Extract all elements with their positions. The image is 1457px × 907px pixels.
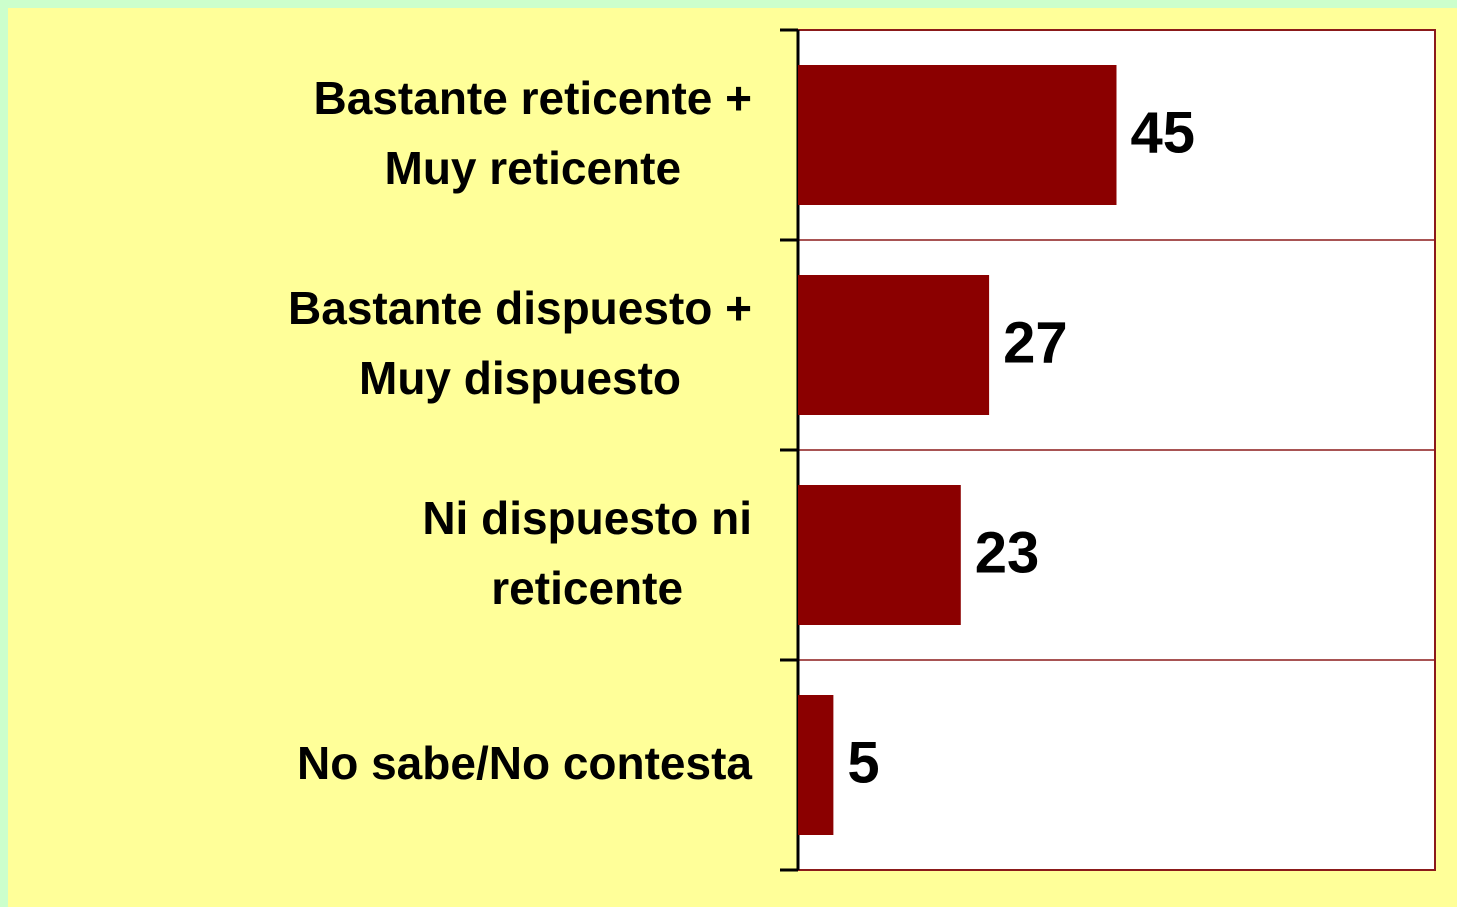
category-label: No sabe/No contesta [297, 737, 752, 789]
bar [798, 65, 1117, 205]
bar [798, 275, 990, 415]
value-label: 27 [1003, 310, 1068, 375]
value-label: 23 [975, 520, 1040, 585]
bar [798, 695, 834, 835]
category-label: Ni dispuesto ni reticente [422, 492, 752, 614]
value-label: 45 [1131, 100, 1196, 165]
category-label: Bastante reticente + Muy reticente [313, 72, 752, 194]
category-label: Bastante dispuesto + Muy dispuesto [288, 282, 752, 404]
bar [798, 485, 961, 625]
value-label: 5 [847, 730, 879, 795]
